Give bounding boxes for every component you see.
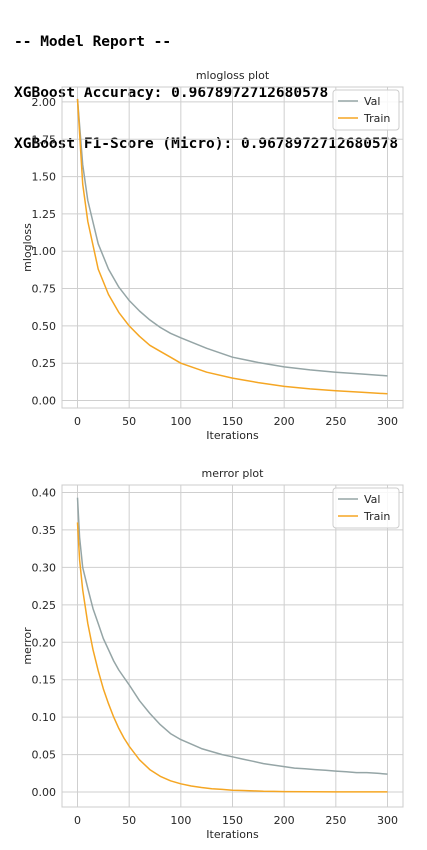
x-tick-label: 100 [170, 415, 191, 428]
x-tick-label: 200 [274, 814, 295, 827]
chart-title: merror plot [202, 467, 265, 480]
series-line-val [76, 497, 388, 775]
merror-chart: merror plot 0 50 100 150 200 250 300 0.00 0.05 0.1… [21, 467, 404, 841]
model-report: -- Model Report -- XGBoost Accuracy: 0.9… [14, 0, 398, 170]
accuracy-line: XGBoost Accuracy: 0.9678972712680578 [14, 85, 329, 101]
y-tick-label: 0.50 [32, 320, 57, 333]
x-tick-label: 200 [274, 415, 295, 428]
f1-score-line: XGBoost F1-Score (Micro): 0.967897271268… [14, 136, 399, 152]
mlogloss-chart: mlogloss plot 0 50 100 150 200 250 300 0.00 0.25 0… [21, 69, 404, 442]
x-tick-label: 50 [122, 814, 136, 827]
legend-label-val: Val [364, 95, 380, 108]
x-tick-label: 0 [74, 415, 81, 428]
x-axis-label: Iterations [206, 429, 259, 442]
x-tick-label: 0 [74, 814, 81, 827]
y-tick-label: 1.00 [32, 245, 57, 258]
y-tick-label: 0.25 [32, 357, 57, 370]
y-tick-label: 1.25 [32, 208, 57, 221]
plot-frame [61, 484, 404, 808]
chart-title: mlogloss plot [196, 69, 270, 82]
x-tick-label: 50 [122, 415, 136, 428]
y-tick-label: 1.75 [32, 133, 57, 146]
y-tick-label: 0.25 [32, 599, 57, 612]
x-tick-label: 150 [222, 814, 243, 827]
x-tick-label: 150 [222, 415, 243, 428]
x-tick-label: 100 [170, 814, 191, 827]
x-tick-label: 300 [377, 415, 398, 428]
y-tick-label: 0.75 [32, 283, 57, 296]
series-line-train [76, 98, 388, 395]
y-tick-label: 0.35 [32, 524, 57, 537]
x-tick-label: 250 [325, 415, 346, 428]
y-tick-label: 0.20 [32, 636, 57, 649]
legend-label-train: Train [363, 112, 390, 125]
y-tick-label: 2.00 [32, 96, 57, 109]
x-axis-label: Iterations [206, 828, 259, 841]
legend-label-val: Val [364, 493, 380, 506]
y-tick-label: 0.00 [32, 395, 57, 408]
series-line-train [76, 522, 388, 793]
y-tick-label: 0.40 [32, 486, 57, 499]
y-tick-label: 1.50 [32, 171, 57, 184]
x-tick-label: 300 [377, 814, 398, 827]
y-tick-label: 0.05 [32, 749, 57, 762]
y-tick-label: 0.00 [32, 786, 57, 799]
legend-label-train: Train [363, 510, 390, 523]
y-tick-label: 0.10 [32, 711, 57, 724]
x-tick-label: 250 [325, 814, 346, 827]
y-tick-label: 0.30 [32, 561, 57, 574]
plot-frame [61, 86, 404, 409]
y-axis-label: merror [21, 627, 34, 665]
legend-box [332, 89, 400, 131]
report-heading: -- Model Report -- [14, 34, 172, 50]
series-line-val [76, 98, 388, 377]
legend-box [332, 487, 400, 529]
y-axis-label: mlogloss [21, 223, 34, 272]
y-tick-label: 0.15 [32, 674, 57, 687]
